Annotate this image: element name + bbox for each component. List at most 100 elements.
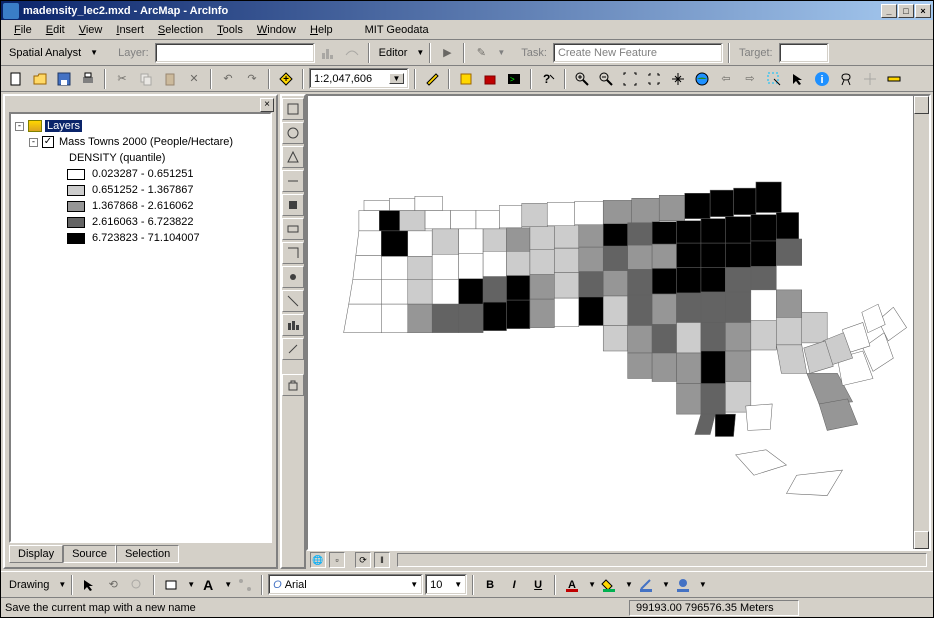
full-extent-icon[interactable] bbox=[691, 68, 713, 90]
select-features-icon[interactable] bbox=[763, 68, 785, 90]
legend-class[interactable]: 0.023287 - 0.651251 bbox=[15, 166, 266, 182]
bold-button[interactable]: B bbox=[479, 574, 501, 596]
menu-tools[interactable]: Tools bbox=[210, 22, 250, 38]
layer-dropdown[interactable] bbox=[155, 43, 315, 63]
horizontal-scrollbar[interactable] bbox=[397, 553, 927, 567]
layer-visibility-checkbox[interactable]: ✓ bbox=[42, 136, 54, 148]
zoom-out-icon[interactable] bbox=[595, 68, 617, 90]
legend-class[interactable]: 0.651252 - 1.367867 bbox=[15, 182, 266, 198]
fixed-zoom-out-icon[interactable] bbox=[643, 68, 665, 90]
menu-mit-geodata[interactable]: MIT Geodata bbox=[358, 22, 436, 38]
spatial-analyst-menu[interactable]: Spatial Analyst bbox=[9, 47, 81, 59]
menu-window[interactable]: Window bbox=[250, 22, 303, 38]
font-color-button[interactable]: A bbox=[561, 574, 583, 596]
target-dropdown[interactable] bbox=[779, 43, 829, 63]
legend-class[interactable]: 6.723823 - 71.104007 bbox=[15, 230, 266, 246]
italic-button[interactable]: I bbox=[503, 574, 525, 596]
chevron-down-icon: ▼ bbox=[224, 580, 232, 589]
menu-file[interactable]: File bbox=[7, 22, 39, 38]
data-view-button[interactable]: 🌐 bbox=[310, 552, 326, 568]
new-icon[interactable] bbox=[5, 68, 27, 90]
command-line-icon[interactable]: > bbox=[503, 68, 525, 90]
toc-tab-source[interactable]: Source bbox=[63, 545, 116, 563]
measure-icon[interactable] bbox=[883, 68, 905, 90]
select-elements-icon[interactable] bbox=[787, 68, 809, 90]
maximize-button[interactable]: □ bbox=[898, 4, 914, 18]
pan-icon[interactable] bbox=[667, 68, 689, 90]
help-icon[interactable]: ? bbox=[537, 68, 559, 90]
task-label: Task: bbox=[521, 47, 547, 59]
vtool-2[interactable] bbox=[282, 122, 304, 144]
line-color-button[interactable] bbox=[635, 574, 657, 596]
legend-range: 2.616063 - 6.723822 bbox=[90, 216, 196, 228]
close-toc-button[interactable]: × bbox=[260, 98, 274, 112]
task-dropdown[interactable]: Create New Feature bbox=[553, 43, 723, 63]
rotate-icon: ⟲ bbox=[102, 574, 124, 596]
identify-icon[interactable]: i bbox=[811, 68, 833, 90]
edit-vertices-icon bbox=[234, 574, 256, 596]
save-icon[interactable] bbox=[53, 68, 75, 90]
main-area: × - Layers - ✓ Mass Towns 2000 (People/H… bbox=[1, 92, 933, 571]
vtool-6[interactable] bbox=[282, 218, 304, 240]
legend-class[interactable]: 2.616063 - 6.723822 bbox=[15, 214, 266, 230]
vtool-7[interactable] bbox=[282, 242, 304, 264]
zoom-in-icon[interactable] bbox=[571, 68, 593, 90]
toc-tab-display[interactable]: Display bbox=[9, 545, 63, 563]
fill-color-button[interactable] bbox=[598, 574, 620, 596]
legend-class[interactable]: 1.367868 - 2.616062 bbox=[15, 198, 266, 214]
menu-view[interactable]: View bbox=[72, 22, 110, 38]
collapse-icon[interactable]: - bbox=[29, 138, 38, 147]
vtool-1[interactable] bbox=[282, 98, 304, 120]
font-size-dropdown[interactable]: 10 ▼ bbox=[425, 574, 467, 595]
toc-tab-selection[interactable]: Selection bbox=[116, 545, 179, 563]
status-text: Save the current map with a new name bbox=[5, 602, 629, 614]
editor-toolbar-icon[interactable] bbox=[421, 68, 443, 90]
vtool-9[interactable] bbox=[282, 290, 304, 312]
arccatalog-icon[interactable] bbox=[455, 68, 477, 90]
select-elements-icon[interactable] bbox=[78, 574, 100, 596]
text-tool-icon[interactable]: A bbox=[197, 574, 219, 596]
vtool-3[interactable] bbox=[282, 146, 304, 168]
pause-drawing-button[interactable]: ‖ bbox=[374, 552, 390, 568]
drawing-menu[interactable]: Drawing bbox=[9, 579, 49, 591]
marker-color-button[interactable] bbox=[672, 574, 694, 596]
paste-icon bbox=[159, 68, 181, 90]
chevron-down-icon: ▼ bbox=[497, 48, 505, 57]
vtool-12[interactable] bbox=[282, 374, 304, 396]
menu-insert[interactable]: Insert bbox=[109, 22, 151, 38]
chevron-down-icon: ▼ bbox=[416, 48, 424, 57]
menu-selection[interactable]: Selection bbox=[151, 22, 210, 38]
add-data-icon[interactable]: + bbox=[275, 68, 297, 90]
vtool-5[interactable] bbox=[282, 194, 304, 216]
close-button[interactable]: × bbox=[915, 4, 931, 18]
menu-help[interactable]: Help bbox=[303, 22, 340, 38]
collapse-icon[interactable]: - bbox=[15, 122, 24, 131]
minimize-button[interactable]: _ bbox=[881, 4, 897, 18]
find-icon[interactable] bbox=[835, 68, 857, 90]
font-name-dropdown[interactable]: O Arial ▼ bbox=[268, 574, 423, 595]
map-canvas bbox=[308, 96, 929, 549]
toc-tree[interactable]: - Layers - ✓ Mass Towns 2000 (People/Hec… bbox=[9, 112, 272, 543]
layout-view-button[interactable]: ▫ bbox=[329, 552, 345, 568]
menu-edit[interactable]: Edit bbox=[39, 22, 72, 38]
editor-menu[interactable]: Editor bbox=[379, 47, 408, 59]
fixed-zoom-in-icon[interactable] bbox=[619, 68, 641, 90]
rectangle-tool-icon[interactable] bbox=[160, 574, 182, 596]
vtool-8[interactable] bbox=[282, 266, 304, 288]
print-icon[interactable] bbox=[77, 68, 99, 90]
underline-button[interactable]: U bbox=[527, 574, 549, 596]
refresh-button[interactable]: ⟳ bbox=[355, 552, 371, 568]
vtool-11[interactable] bbox=[282, 338, 304, 360]
data-frame-label[interactable]: Layers bbox=[45, 120, 82, 132]
vtool-10[interactable] bbox=[282, 314, 304, 336]
vertical-scrollbar[interactable] bbox=[913, 96, 929, 549]
histogram-icon bbox=[317, 42, 339, 64]
map-view[interactable] bbox=[306, 94, 931, 551]
layer-name[interactable]: Mass Towns 2000 (People/Hectare) bbox=[57, 136, 235, 148]
vtool-4[interactable] bbox=[282, 170, 304, 192]
chevron-down-icon: ▼ bbox=[662, 580, 670, 589]
scale-input[interactable]: 1:2,047,606▼ bbox=[309, 68, 409, 89]
arctoolbox-icon[interactable] bbox=[479, 68, 501, 90]
open-icon[interactable] bbox=[29, 68, 51, 90]
undo-icon: ↶ bbox=[217, 68, 239, 90]
